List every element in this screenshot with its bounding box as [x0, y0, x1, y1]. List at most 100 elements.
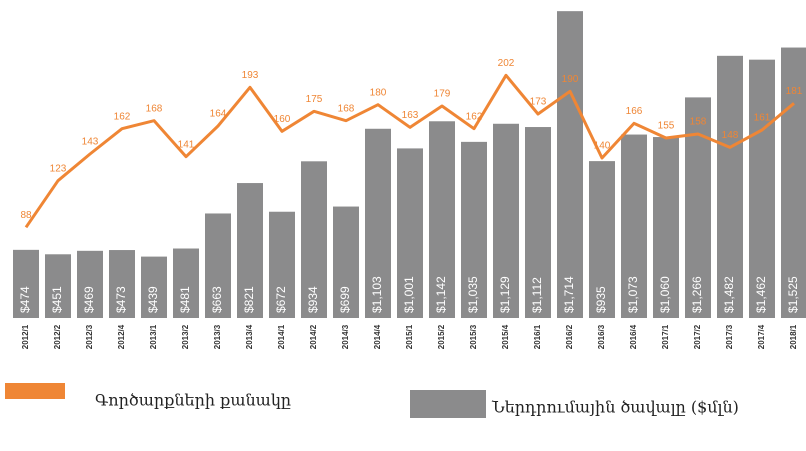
bar: [717, 55, 743, 318]
legend-swatch-line: [5, 383, 65, 399]
bar: [781, 47, 806, 318]
line-value-label: 190: [562, 74, 579, 85]
x-tick-label: 2016/4: [629, 324, 638, 349]
bar-value-label: $1,060: [658, 276, 672, 313]
bar: [493, 123, 519, 318]
x-tick-label: 2014/3: [341, 324, 350, 349]
x-tick-label: 2015/3: [469, 324, 478, 349]
bar-value-label: $663: [210, 286, 224, 313]
x-tick-label: 2013/3: [213, 324, 222, 349]
bar: [109, 250, 135, 318]
x-tick-label: 2013/1: [149, 324, 158, 349]
line-value-label: 193: [242, 70, 259, 81]
x-tick-label: 2013/2: [181, 324, 190, 349]
line: [24, 73, 795, 229]
bar: [749, 59, 775, 318]
bar-value-label: $439: [146, 286, 160, 313]
line-value-label: 123: [50, 163, 67, 174]
line-value-label: 155: [658, 121, 675, 132]
bar-value-label: $1,266: [690, 276, 704, 313]
line-value-label: 168: [146, 103, 163, 114]
line-value-label: 88: [20, 210, 32, 221]
line-value-label: 160: [274, 114, 291, 125]
x-tick-label: 2015/2: [437, 324, 446, 349]
line-value-label: 180: [370, 87, 387, 98]
x-tick-label: 2016/1: [533, 324, 542, 349]
bar: [141, 256, 167, 318]
x-tick-label: 2012/4: [117, 324, 126, 349]
line-value-label: 164: [210, 109, 227, 120]
bar: [45, 254, 71, 318]
x-tick-label: 2012/2: [53, 324, 62, 349]
line-value-label: 181: [786, 86, 803, 97]
bar-value-label: $699: [338, 286, 352, 313]
bar: [525, 127, 551, 318]
line-value-label: 161: [754, 113, 771, 124]
legend-swatch-bar: [410, 390, 486, 418]
bar-value-label: $1,103: [370, 276, 384, 313]
bar-value-label: $474: [18, 286, 32, 313]
line-value-label: 148: [722, 130, 739, 141]
bar-value-label: $1,142: [434, 276, 448, 313]
line-value-label: 173: [530, 97, 547, 108]
bar: [621, 134, 647, 318]
x-tick-label: 2017/4: [757, 324, 766, 349]
bar-value-label: $481: [178, 286, 192, 313]
line-value-label: 158: [690, 117, 707, 128]
x-tick-label: 2015/1: [405, 324, 414, 349]
bar-value-label: $1,525: [786, 276, 800, 313]
bar: [461, 141, 487, 318]
x-tick-label: 2014/4: [373, 324, 382, 349]
bar-value-label: $1,462: [754, 276, 768, 313]
line-value-label: 143: [82, 137, 99, 148]
bar: [237, 183, 263, 318]
line-value-label: 163: [402, 110, 419, 121]
line-value-label: 140: [594, 141, 611, 152]
x-tick-label: 2014/2: [309, 324, 318, 349]
bar-value-label: $935: [594, 286, 608, 313]
line-value-label: 162: [114, 111, 131, 122]
line-value-label: 202: [498, 58, 515, 69]
bar: [397, 148, 423, 318]
bar-value-label: $1,001: [402, 276, 416, 313]
bar-value-label: $1,035: [466, 276, 480, 313]
x-tick-label: 2018/1: [789, 324, 798, 349]
line-value-label: 162: [466, 111, 483, 122]
x-tick-label: 2012/1: [21, 324, 30, 349]
x-tick-label: 2013/4: [245, 324, 254, 349]
line-value-label: 168: [338, 103, 355, 114]
bar-value-label: $451: [50, 286, 64, 313]
bar: [77, 250, 103, 318]
line-value-label: 179: [434, 89, 451, 100]
legend-label: Ներդրումային ծավալը ($մլն): [491, 398, 739, 417]
bar-value-label: $1,073: [626, 276, 640, 313]
bar: [557, 11, 583, 319]
bar-value-label: $821: [242, 286, 256, 313]
bar: [173, 248, 199, 318]
bar: [589, 161, 615, 318]
bar: [269, 211, 295, 318]
bar-value-label: $473: [114, 286, 128, 313]
x-tick-label: 2017/1: [661, 324, 670, 349]
bar-value-label: $672: [274, 286, 288, 313]
x-tick-label: 2014/1: [277, 324, 286, 349]
x-tick-label: 2017/3: [725, 324, 734, 349]
x-tick-label: 2016/3: [597, 324, 606, 349]
bar-value-label: $1,714: [562, 276, 576, 313]
bar-value-label: $469: [82, 286, 96, 313]
bar: [653, 137, 679, 318]
bar: [333, 206, 359, 318]
line-value-label: 175: [306, 94, 323, 105]
bar-value-label: $1,482: [722, 276, 736, 313]
line-value-label: 141: [178, 139, 195, 150]
x-tick-label: 2016/2: [565, 324, 574, 349]
bar-value-label: $1,112: [530, 277, 544, 313]
bar: [429, 121, 455, 318]
x-tick-label: 2012/3: [85, 324, 94, 349]
line-value-label: 166: [626, 106, 643, 117]
bar: [205, 213, 231, 318]
bar-value-label: $934: [306, 286, 320, 313]
bar: [365, 128, 391, 318]
x-tick-label: 2017/2: [693, 324, 702, 349]
bar-value-label: $1,129: [498, 276, 512, 313]
